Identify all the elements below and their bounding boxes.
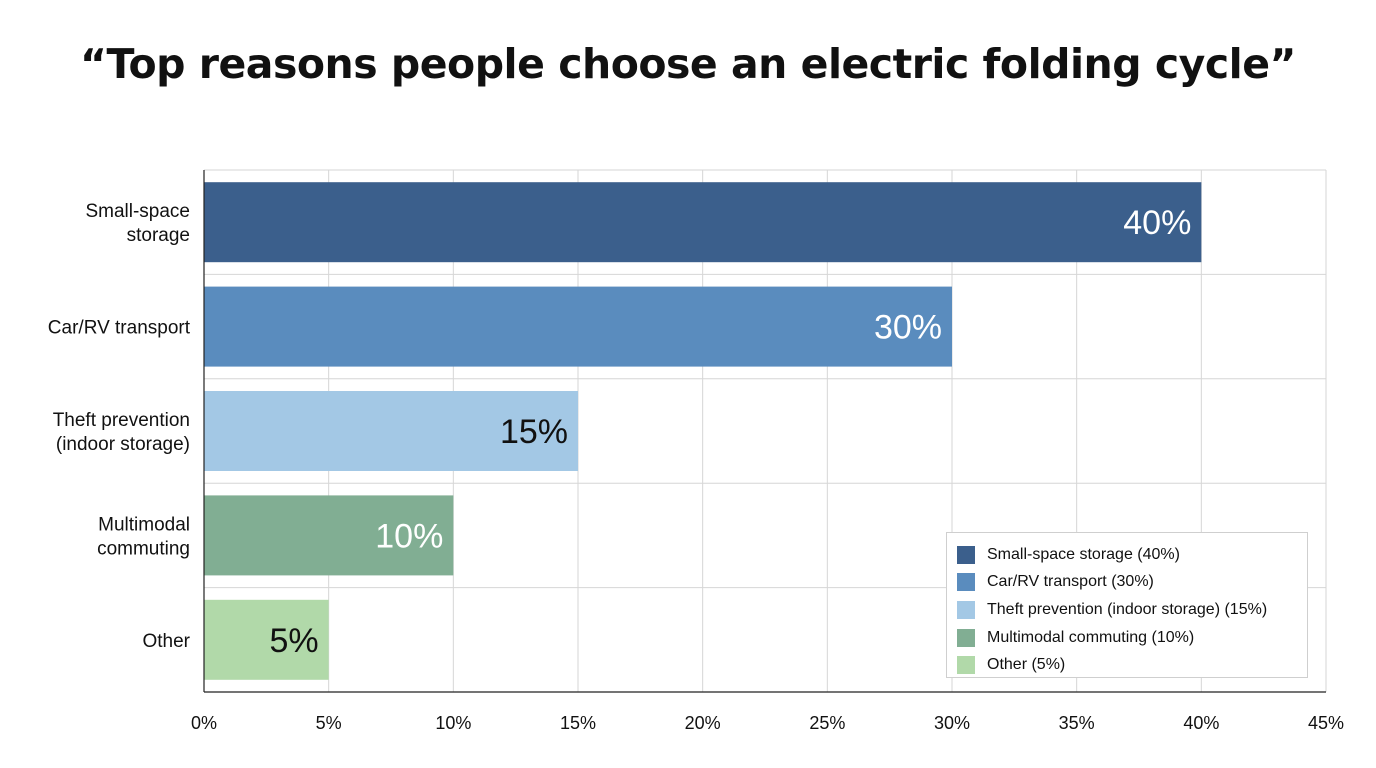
chart-title: “Top reasons people choose an electric f… bbox=[80, 40, 1296, 88]
legend-label: Other (5%) bbox=[987, 656, 1066, 674]
data-label: 40% bbox=[1123, 204, 1191, 242]
legend-label: Car/RV transport (30%) bbox=[987, 573, 1154, 591]
category-label: Multimodal commuting bbox=[97, 514, 190, 559]
bar bbox=[204, 182, 1202, 263]
x-tick-label: 20% bbox=[685, 713, 721, 733]
legend-item: Car/RV transport (30%) bbox=[957, 569, 1307, 597]
x-tick-label: 0% bbox=[191, 713, 217, 733]
legend-label: Multimodal commuting (10%) bbox=[987, 628, 1195, 646]
x-tick-label: 10% bbox=[435, 713, 471, 733]
bar bbox=[204, 599, 329, 680]
x-tick-label: 30% bbox=[934, 713, 970, 733]
legend-item: Other (5%) bbox=[957, 651, 1307, 679]
x-tick-label: 40% bbox=[1183, 713, 1219, 733]
bar bbox=[204, 286, 952, 367]
legend: Small-space storage (40%) Car/RV transpor… bbox=[946, 532, 1308, 678]
legend-swatch bbox=[957, 628, 975, 647]
legend-swatch bbox=[957, 656, 975, 675]
bar bbox=[204, 391, 578, 471]
legend-swatch bbox=[957, 600, 975, 619]
x-tick-label: 5% bbox=[316, 713, 342, 733]
legend-label: Small-space storage (40%) bbox=[987, 545, 1180, 563]
bar bbox=[204, 495, 454, 576]
data-label: 10% bbox=[375, 517, 443, 555]
category-label: Theft prevention (indoor storage) bbox=[53, 410, 190, 455]
x-tick-label: 15% bbox=[560, 713, 596, 733]
legend-item: Multimodal commuting (10%) bbox=[957, 624, 1307, 652]
data-label: 30% bbox=[874, 309, 942, 347]
category-label: Car/RV transport bbox=[48, 318, 191, 339]
x-tick-label: 25% bbox=[809, 713, 845, 733]
category-label: Small-space storage bbox=[85, 201, 190, 246]
data-label: 15% bbox=[500, 413, 568, 451]
data-label: 5% bbox=[270, 622, 319, 660]
legend-item: Theft prevention (indoor storage) (15%) bbox=[957, 596, 1307, 624]
legend-swatch bbox=[957, 545, 975, 564]
legend-swatch bbox=[957, 573, 975, 592]
category-label: Other bbox=[142, 631, 190, 652]
x-tick-label: 35% bbox=[1059, 713, 1095, 733]
legend-label: Theft prevention (indoor storage) (15%) bbox=[987, 600, 1268, 618]
legend-item: Small-space storage (40%) bbox=[957, 541, 1307, 569]
x-tick-label: 45% bbox=[1308, 713, 1344, 733]
